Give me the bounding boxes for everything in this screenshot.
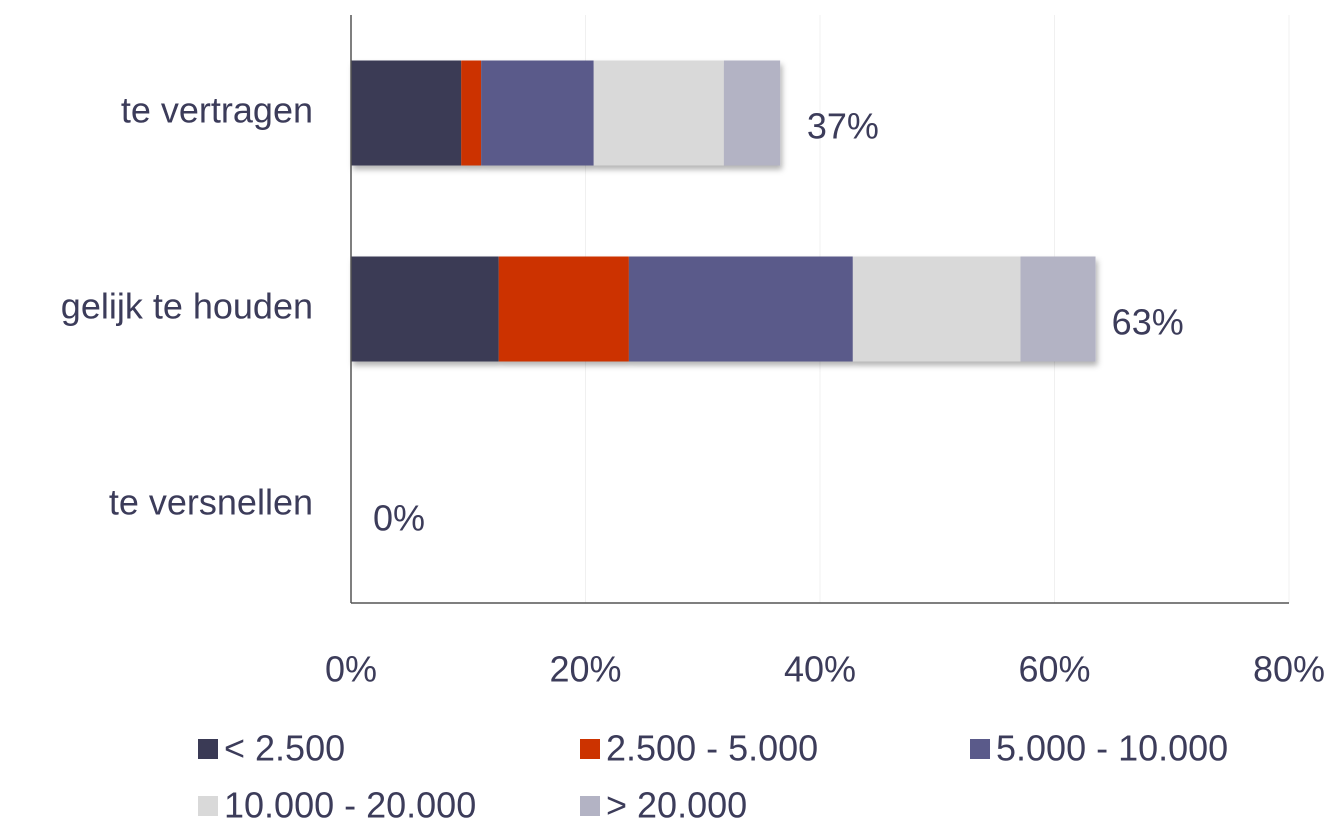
- total-label: 37%: [807, 106, 879, 147]
- bar-group: [351, 256, 1096, 362]
- bar-segment: [481, 60, 594, 166]
- bar-segment: [461, 60, 482, 166]
- y-tick-label: te versnellen: [109, 482, 313, 523]
- x-tick-label: 60%: [1018, 649, 1090, 690]
- legend-swatch: [580, 796, 600, 816]
- x-tick-label: 0%: [325, 649, 377, 690]
- x-tick-label: 20%: [549, 649, 621, 690]
- legend-swatch: [198, 796, 218, 816]
- total-label: 0%: [373, 498, 425, 539]
- bar-segment: [1020, 256, 1096, 362]
- bar-segment: [351, 60, 462, 166]
- legend-swatch: [970, 739, 990, 759]
- bar-segment: [628, 256, 853, 362]
- x-tick-label: 80%: [1253, 649, 1325, 690]
- bar-group: [351, 60, 781, 166]
- legend-label: < 2.500: [224, 728, 345, 769]
- legend-swatch: [198, 739, 218, 759]
- bar-segment: [593, 60, 724, 166]
- total-label: 63%: [1112, 302, 1184, 343]
- y-tick-label: te vertragen: [121, 90, 313, 131]
- bar-segment: [498, 256, 629, 362]
- legend-swatch: [580, 739, 600, 759]
- x-tick-label: 40%: [784, 649, 856, 690]
- legend-label: 2.500 - 5.000: [606, 728, 818, 769]
- bar-segment: [852, 256, 1021, 362]
- bar-segment: [351, 256, 499, 362]
- bar-segment: [723, 60, 781, 166]
- legend-label: 10.000 - 20.000: [224, 785, 476, 826]
- y-tick-label: gelijk te houden: [61, 286, 313, 327]
- legend-label: 5.000 - 10.000: [996, 728, 1228, 769]
- legend-label: > 20.000: [606, 785, 747, 826]
